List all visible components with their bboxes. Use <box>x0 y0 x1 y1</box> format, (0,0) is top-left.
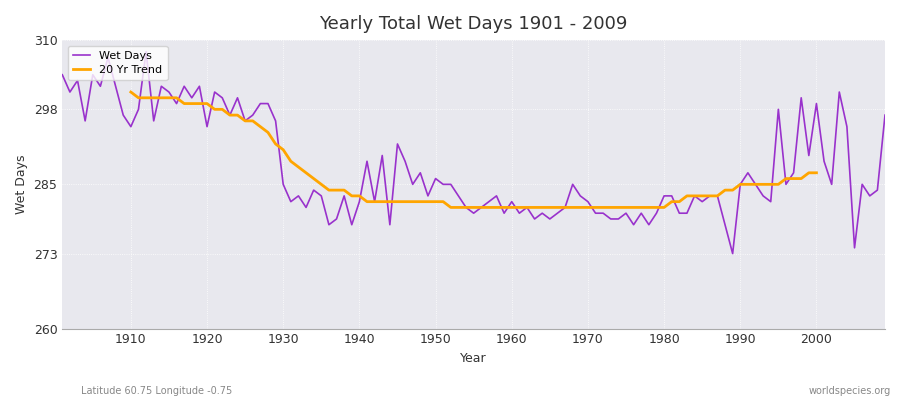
Wet Days <box>118 113 129 118</box>
Legend: Wet Days, 20 Yr Trend: Wet Days, 20 Yr Trend <box>68 46 167 80</box>
Wet Days <box>140 49 151 54</box>
20 Yr Trend <box>125 90 136 94</box>
Wet Days <box>514 211 525 216</box>
Text: Latitude 60.75 Longitude -0.75: Latitude 60.75 Longitude -0.75 <box>81 386 232 396</box>
Title: Yearly Total Wet Days 1901 - 2009: Yearly Total Wet Days 1901 - 2009 <box>320 15 628 33</box>
Wet Days <box>293 194 304 198</box>
Y-axis label: Wet Days: Wet Days <box>15 154 28 214</box>
20 Yr Trend <box>804 170 814 175</box>
Line: 20 Yr Trend: 20 Yr Trend <box>130 92 816 208</box>
Wet Days <box>727 251 738 256</box>
Wet Days <box>507 199 517 204</box>
20 Yr Trend <box>301 170 311 175</box>
Text: worldspecies.org: worldspecies.org <box>809 386 891 396</box>
20 Yr Trend <box>209 107 220 112</box>
20 Yr Trend <box>796 176 806 181</box>
Wet Days <box>57 72 68 77</box>
X-axis label: Year: Year <box>460 352 487 365</box>
20 Yr Trend <box>712 194 723 198</box>
Wet Days <box>606 216 616 221</box>
Wet Days <box>338 194 349 198</box>
Line: Wet Days: Wet Days <box>62 52 885 254</box>
20 Yr Trend <box>446 205 456 210</box>
Wet Days <box>879 113 890 118</box>
20 Yr Trend <box>285 159 296 164</box>
20 Yr Trend <box>811 170 822 175</box>
